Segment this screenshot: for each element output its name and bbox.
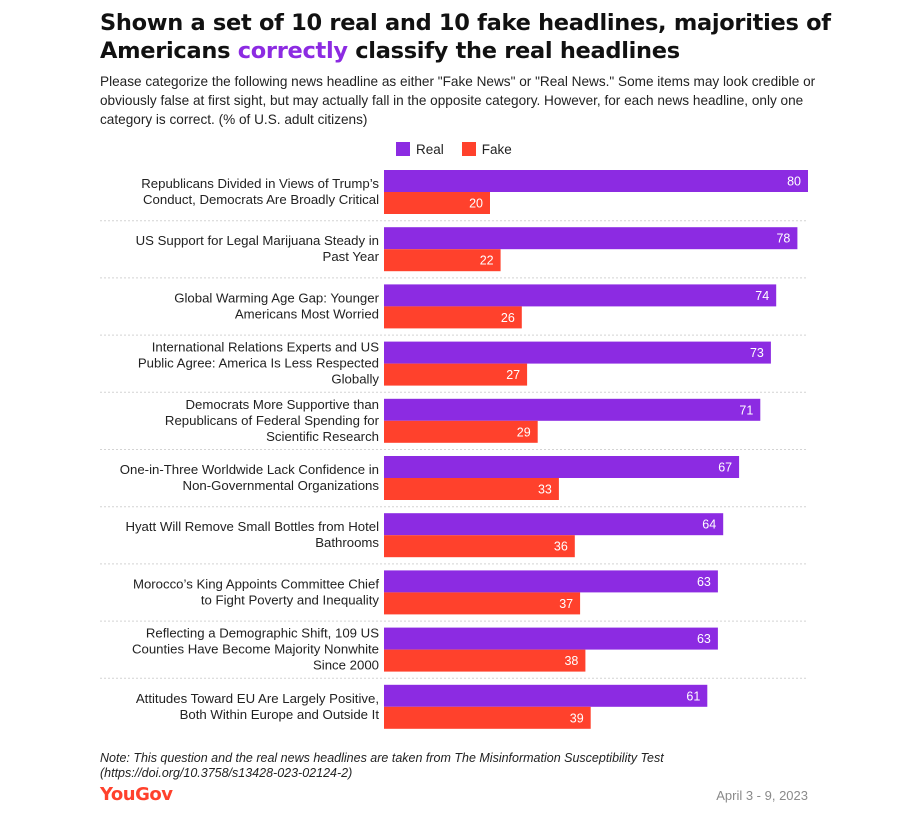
bar-fake xyxy=(384,478,559,500)
data-label-fake: 27 xyxy=(506,368,520,382)
category-label: Republicans of Federal Spending for xyxy=(165,413,380,428)
data-label-fake: 22 xyxy=(480,254,494,268)
category-label: Both Within Europe and Outside It xyxy=(180,707,380,722)
category-label: to Fight Poverty and Inequality xyxy=(201,592,380,607)
category-label: One-in-Three Worldwide Lack Confidence i… xyxy=(120,462,379,477)
data-label-real: 61 xyxy=(686,689,700,703)
category-label: Americans Most Worried xyxy=(235,306,379,321)
data-label-fake: 20 xyxy=(469,197,483,211)
legend-label-fake: Fake xyxy=(481,141,512,157)
bar-real xyxy=(384,227,798,250)
legend-item-fake: Fake xyxy=(461,141,512,157)
yougov-logo: YouGov xyxy=(100,784,173,805)
survey-date: April 3 - 9, 2023 xyxy=(716,788,808,803)
bar-fake xyxy=(384,192,490,214)
category-label: Past Year xyxy=(323,249,380,264)
category-label: Morocco’s King Appoints Committee Chief xyxy=(133,576,379,591)
category-label: Attitudes Toward EU Are Largely Positive… xyxy=(136,691,379,706)
data-label-fake: 29 xyxy=(517,425,531,439)
category-label: Global Warming Age Gap: Younger xyxy=(174,290,379,305)
category-label: Conduct, Democrats Are Broadly Critical xyxy=(143,192,379,207)
bar-real xyxy=(384,570,718,593)
data-label-fake: 37 xyxy=(559,597,573,611)
data-label-real: 63 xyxy=(697,632,711,646)
category-label: Bathrooms xyxy=(315,535,379,550)
data-label-fake: 26 xyxy=(501,311,515,325)
data-label-real: 74 xyxy=(755,289,769,303)
legend-label-real: Real xyxy=(416,141,444,157)
bar-fake xyxy=(384,649,586,672)
bar-fake xyxy=(384,363,528,386)
category-label: Hyatt Will Remove Small Bottles from Hot… xyxy=(125,519,379,534)
footnote: Note: This question and the real news he… xyxy=(100,751,664,780)
data-label-real: 78 xyxy=(776,232,790,246)
bar-real xyxy=(384,627,718,650)
legend: Real Fake xyxy=(396,140,530,158)
bar-real xyxy=(384,684,708,707)
category-label: Globally xyxy=(331,372,379,387)
data-label-real: 71 xyxy=(739,403,753,417)
category-label: Since 2000 xyxy=(313,658,379,673)
legend-swatch-fake xyxy=(461,142,476,156)
category-label: Republicans Divided in Views of Trump’s xyxy=(141,176,379,191)
category-label: Reflecting a Demographic Shift, 109 US xyxy=(146,626,379,641)
category-label: Counties Have Become Majority Nonwhite xyxy=(132,642,379,657)
bar-real xyxy=(384,341,771,364)
title-highlight: correctly xyxy=(237,38,348,64)
data-label-real: 63 xyxy=(697,575,711,589)
bar-real xyxy=(384,513,724,536)
bar-real xyxy=(384,170,808,192)
bar-fake xyxy=(384,420,538,443)
bar-real xyxy=(384,456,740,478)
category-label: Public Agree: America Is Less Respected xyxy=(138,356,379,371)
bar-real xyxy=(384,398,761,421)
legend-swatch-real xyxy=(396,142,410,156)
chart-subtitle: Please categorize the following news hea… xyxy=(100,74,816,127)
chart-title: Shown a set of 10 real and 10 fake headl… xyxy=(100,9,880,65)
bar-fake xyxy=(384,592,581,615)
data-label-real: 67 xyxy=(718,461,732,475)
category-label: US Support for Legal Marijuana Steady in xyxy=(136,233,379,248)
title-part-1: Shown a set of 10 real and 10 fake headl… xyxy=(100,10,831,64)
bar-fake xyxy=(384,535,575,558)
category-label: Non-Governmental Organizations xyxy=(183,478,380,493)
bar-real xyxy=(384,284,777,307)
data-label-fake: 33 xyxy=(538,483,552,497)
bar-fake xyxy=(384,249,501,272)
data-label-fake: 39 xyxy=(570,711,584,725)
category-label: Democrats More Supportive than xyxy=(185,397,379,412)
bar-fake xyxy=(384,706,591,729)
legend-item-real: Real xyxy=(396,142,444,157)
data-label-real: 80 xyxy=(787,175,801,189)
data-label-real: 64 xyxy=(702,518,716,532)
bar-fake xyxy=(384,306,522,329)
data-label-real: 73 xyxy=(750,346,764,360)
data-label-fake: 38 xyxy=(564,654,578,668)
category-label: Scientific Research xyxy=(266,429,379,444)
data-label-fake: 36 xyxy=(554,540,568,554)
title-part-2: classify the real headlines xyxy=(347,38,680,64)
category-label: International Relations Experts and US xyxy=(152,340,379,355)
